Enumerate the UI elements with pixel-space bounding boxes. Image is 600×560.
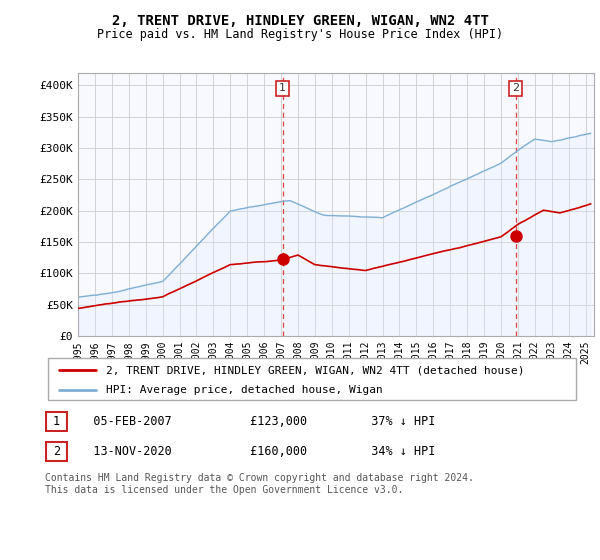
Text: 2, TRENT DRIVE, HINDLEY GREEN, WIGAN, WN2 4TT: 2, TRENT DRIVE, HINDLEY GREEN, WIGAN, WN… [112, 14, 488, 28]
Text: 2: 2 [53, 445, 60, 459]
Text: 1: 1 [53, 414, 60, 428]
Text: Price paid vs. HM Land Registry's House Price Index (HPI): Price paid vs. HM Land Registry's House … [97, 28, 503, 41]
Text: Contains HM Land Registry data © Crown copyright and database right 2024.
This d: Contains HM Land Registry data © Crown c… [45, 473, 474, 495]
Text: 2: 2 [512, 83, 519, 94]
Text: 2, TRENT DRIVE, HINDLEY GREEN, WIGAN, WN2 4TT (detached house): 2, TRENT DRIVE, HINDLEY GREEN, WIGAN, WN… [106, 365, 524, 375]
Text: 05-FEB-2007           £123,000         37% ↓ HPI: 05-FEB-2007 £123,000 37% ↓ HPI [72, 414, 436, 428]
Text: HPI: Average price, detached house, Wigan: HPI: Average price, detached house, Wiga… [106, 385, 383, 395]
Text: 1: 1 [279, 83, 286, 94]
Text: 13-NOV-2020           £160,000         34% ↓ HPI: 13-NOV-2020 £160,000 34% ↓ HPI [72, 445, 436, 459]
